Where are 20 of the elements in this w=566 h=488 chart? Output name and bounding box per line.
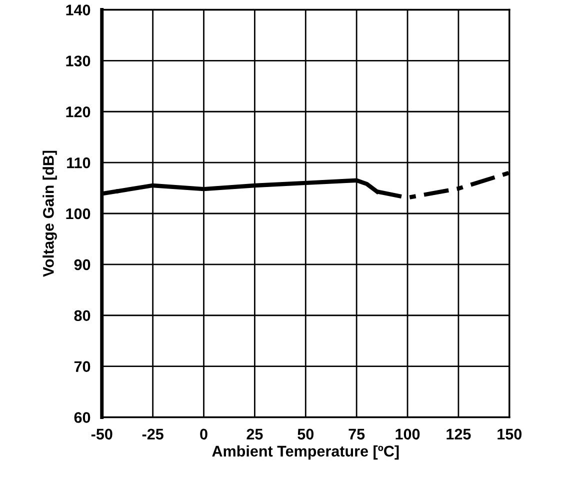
x-tick-label: 125: [446, 428, 471, 440]
y-tick-label: 70: [74, 361, 90, 372]
x-tick-label: 0: [200, 428, 208, 440]
y-tick-label: 100: [66, 208, 90, 220]
x-tick-label: 50: [298, 428, 314, 440]
x-tick-label: -25: [142, 428, 164, 440]
y-axis-title: Voltage Gain [dB]: [42, 150, 57, 277]
y-tick-label: 140: [66, 4, 90, 16]
y-tick-label: 110: [67, 157, 90, 168]
x-tick-label: 25: [246, 428, 263, 440]
y-tick-label: 120: [66, 106, 90, 118]
y-tick-label: 130: [66, 56, 90, 66]
x-tick-label: 100: [396, 428, 420, 440]
y-tick-label: 80: [74, 310, 90, 322]
x-tick-label: 150: [498, 428, 522, 440]
x-axis-title: Ambient Temperature [ºC]: [212, 445, 399, 460]
y-tick-label: 60: [74, 412, 90, 423]
x-tick-label: -50: [91, 428, 112, 440]
y-tick-label: 90: [74, 259, 90, 270]
x-tick-label: 75: [348, 428, 365, 440]
